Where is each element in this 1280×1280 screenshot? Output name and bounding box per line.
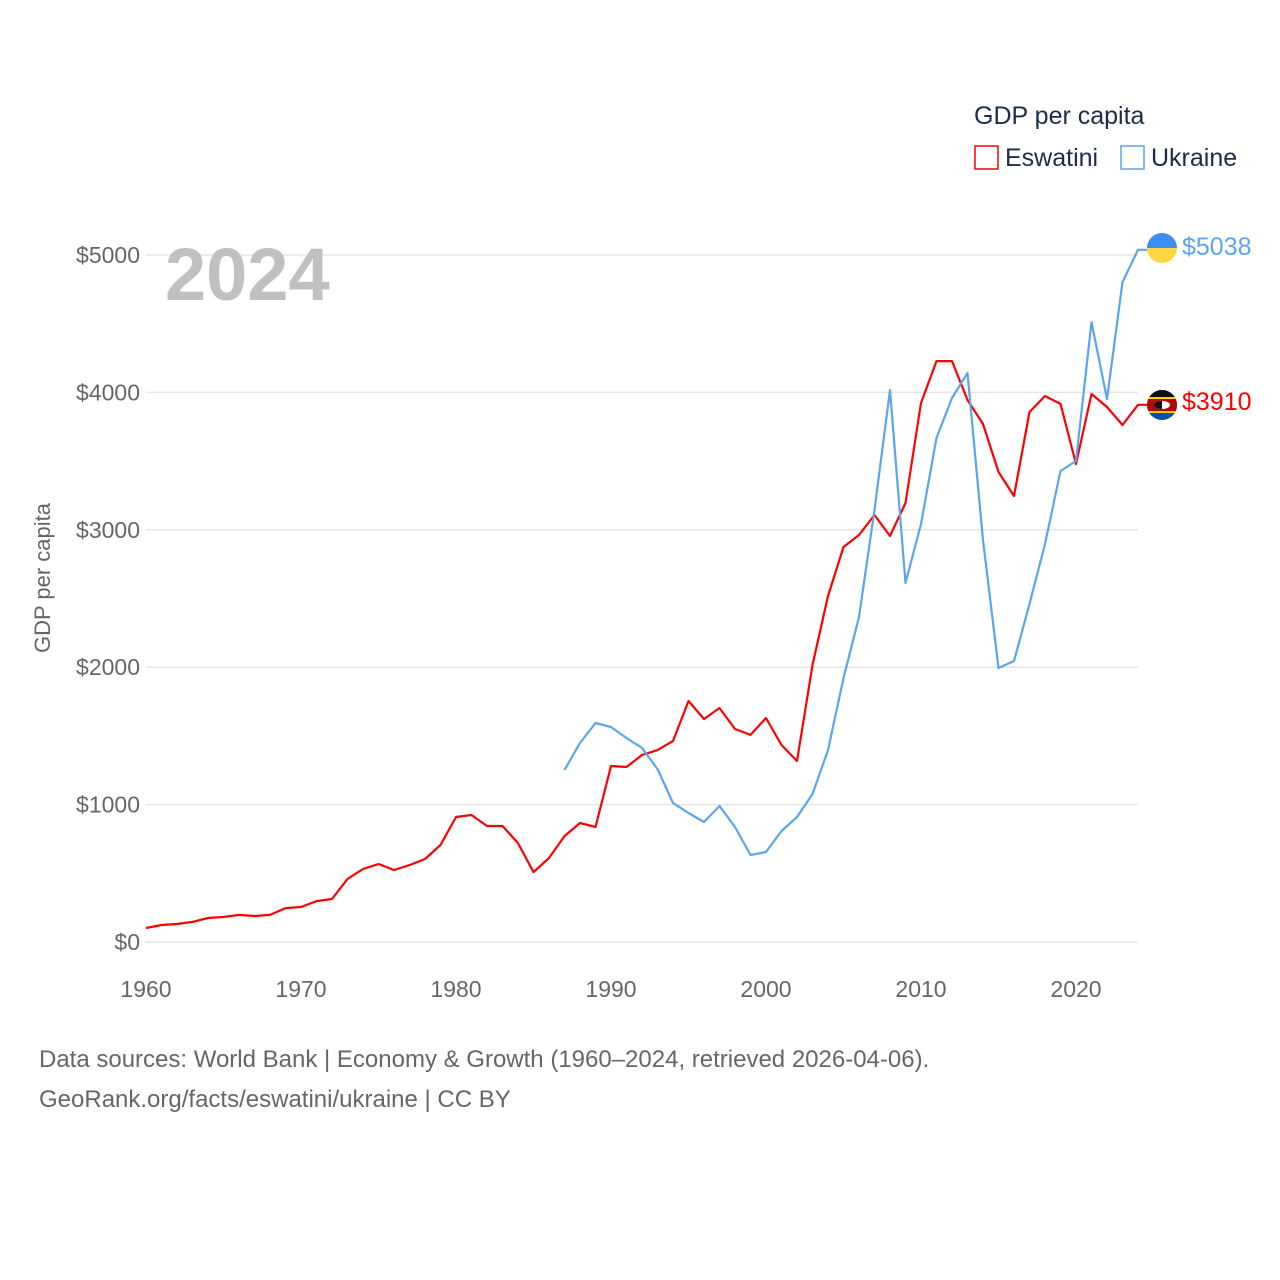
ukraine-end-label: $5038	[1182, 233, 1252, 261]
x-tick-label: 1990	[585, 976, 636, 1002]
eswatini-end-label: $3910	[1182, 388, 1252, 416]
y-axis-label: GDP per capita	[30, 502, 55, 653]
year-label: 2024	[165, 233, 330, 316]
y-tick-label: $3000	[76, 517, 140, 543]
source-line: Data sources: World Bank | Economy & Gro…	[39, 1046, 930, 1073]
x-tick-label: 1970	[275, 976, 326, 1002]
y-tick-label: $5000	[76, 242, 140, 268]
y-tick-label: $0	[114, 929, 140, 955]
x-tick-label: 2010	[895, 976, 946, 1002]
x-tick-label: 2020	[1050, 976, 1101, 1002]
y-tick-label: $1000	[76, 792, 140, 818]
legend-label-eswatini[interactable]: Eswatini	[1005, 144, 1098, 172]
legend-title: GDP per capita	[974, 102, 1145, 130]
x-tick-label: 2000	[740, 976, 791, 1002]
series-line-ukraine	[563, 248, 1148, 857]
attribution-line[interactable]: GeoRank.org/facts/eswatini/ukraine | CC …	[39, 1086, 511, 1113]
y-tick-label: $2000	[76, 654, 140, 680]
legend-label-ukraine[interactable]: Ukraine	[1151, 144, 1237, 172]
eswatini-flag-icon	[1147, 390, 1177, 420]
y-tick-label: $4000	[76, 379, 140, 405]
ukraine-flag-icon	[1147, 233, 1177, 263]
legend-swatch-eswatini[interactable]	[974, 145, 999, 170]
x-tick-label: 1980	[430, 976, 481, 1002]
legend: GDP per capita Eswatini Ukraine	[974, 102, 1237, 172]
legend-swatch-ukraine[interactable]	[1120, 145, 1145, 170]
series-line-eswatini	[145, 360, 1148, 930]
x-tick-label: 1960	[120, 976, 171, 1002]
